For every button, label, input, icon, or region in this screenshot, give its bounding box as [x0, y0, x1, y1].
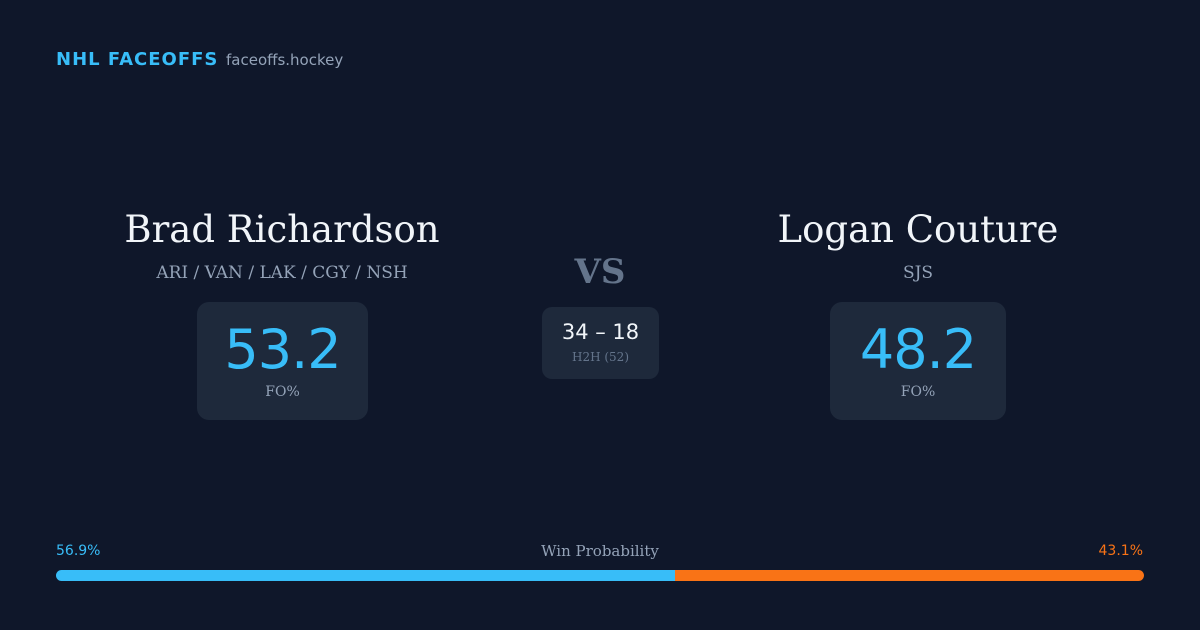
- player-name: Brad Richardson: [124, 208, 440, 251]
- fo-card: 48.2 FO%: [830, 302, 1006, 420]
- win-bar-left: [56, 570, 676, 581]
- fo-pct: 48.2: [859, 318, 977, 381]
- win-bar-right: [675, 570, 1144, 581]
- player-name: Logan Couture: [777, 208, 1059, 251]
- h2h-label: H2H (52): [571, 350, 629, 364]
- player-teams: ARI / VAN / LAK / CGY / NSH: [156, 263, 408, 283]
- fo-label: FO%: [265, 384, 300, 400]
- site: faceoffs.hockey: [226, 51, 344, 69]
- win-title: Win Probability: [541, 542, 659, 560]
- fo-label: FO%: [900, 384, 936, 400]
- brand: NHL FACEOFFS: [56, 49, 219, 70]
- fo-pct: 53.2: [224, 318, 341, 381]
- vs: VS: [574, 252, 626, 292]
- h2h-card: 34 – 18 H2H (52): [542, 307, 659, 379]
- win-right-label: 43.1%: [1098, 543, 1143, 559]
- fo-card: 53.2 FO%: [197, 302, 368, 420]
- win-left-label: 56.9%: [56, 543, 101, 559]
- h2h-score: 34 – 18: [561, 320, 640, 344]
- player-teams: SJS: [902, 263, 934, 283]
